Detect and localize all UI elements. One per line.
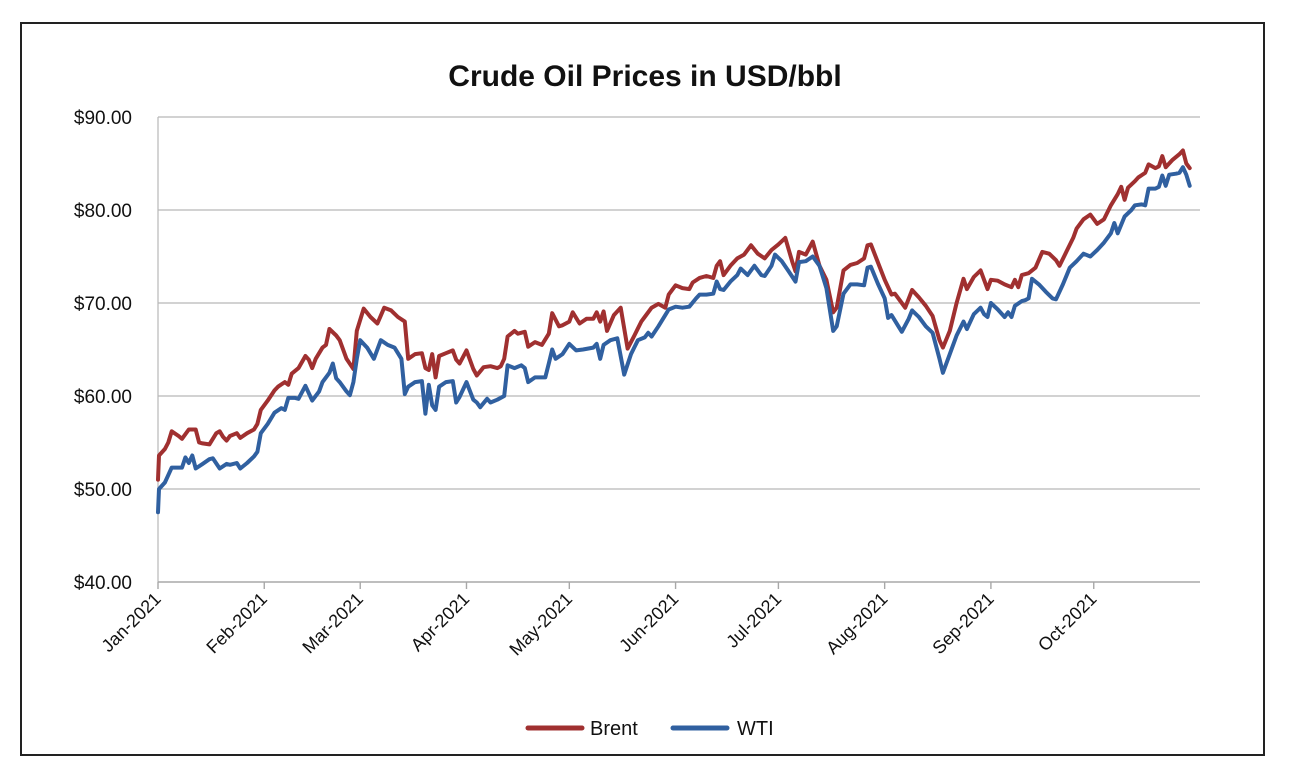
chart-title: Crude Oil Prices in USD/bbl bbox=[448, 60, 841, 93]
series-line-brent bbox=[156, 148, 1192, 482]
y-tick-label-3: $70.00 bbox=[74, 294, 132, 315]
legend: Brent WTI bbox=[525, 718, 774, 740]
x-tick-label-1: Feb-2021 bbox=[202, 589, 271, 658]
x-axis: Jan-2021 Feb-2021 Mar-2021 Apr-2021 May-2021… bbox=[98, 581, 1200, 660]
x-tick-label-8: Sep-2021 bbox=[928, 589, 997, 658]
y-tick-label-4: $80.00 bbox=[74, 201, 132, 222]
x-tick-label-4: May-2021 bbox=[505, 589, 576, 660]
y-tick-label-5: $90.00 bbox=[74, 108, 132, 129]
x-tick-label-7: Aug-2021 bbox=[822, 589, 891, 658]
series-line-wti bbox=[156, 165, 1192, 515]
gridlines bbox=[158, 116, 1200, 490]
series-layer bbox=[156, 148, 1192, 515]
x-tick-label-0: Jan-2021 bbox=[98, 589, 165, 656]
x-tick-label-5: Jun-2021 bbox=[615, 589, 682, 656]
x-tick-label-9: Oct-2021 bbox=[1034, 589, 1101, 656]
chart-frame bbox=[20, 22, 1265, 756]
y-tick-label-1: $50.00 bbox=[74, 480, 132, 501]
x-tick-label-2: Mar-2021 bbox=[298, 589, 367, 658]
y-tick-label-2: $60.00 bbox=[74, 387, 132, 408]
legend-label-wti: WTI bbox=[737, 718, 774, 740]
x-tick-label-3: Apr-2021 bbox=[407, 589, 474, 656]
x-tick-label-6: Jul-2021 bbox=[722, 589, 785, 652]
y-axis: $40.00 $50.00 $60.00 $70.00 $80.00 $90.00 bbox=[74, 108, 159, 594]
legend-label-brent: Brent bbox=[590, 718, 638, 740]
y-tick-label-0: $40.00 bbox=[74, 573, 132, 594]
